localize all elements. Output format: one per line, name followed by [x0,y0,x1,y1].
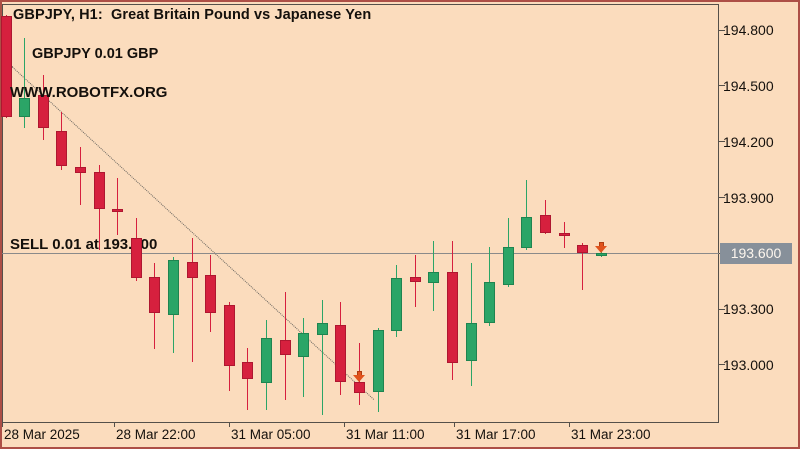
bullish-candle-body [167,259,179,316]
bearish-candle-body [223,305,235,366]
chart-title: GBPJPY, H1: Great Britain Pound vs Japan… [13,7,372,23]
bullish-candle-body [260,337,272,383]
bullish-candle-body [428,271,440,284]
bearish-candle-body [335,324,347,382]
price-tick [719,85,725,87]
time-tick-label: 28 Mar 2025 [4,427,80,442]
time-tick-label: 31 Mar 23:00 [571,427,651,442]
sell-arrow-stem [598,241,604,246]
watermark-text: WWW.ROBOTFX.ORG [10,84,168,101]
candle-wick [79,146,81,205]
symbol-lot-info: GBPJPY 0.01 GBP [32,46,159,62]
sell-arrow-icon [594,241,608,253]
time-tick [569,423,570,427]
bullish-candle-body [465,322,477,361]
bearish-candle-body [0,15,12,117]
bearish-candle-body [112,209,124,212]
bearish-candle-body [353,382,365,393]
bullish-candle-body [595,253,607,256]
price-tick-label: 194.200 [723,133,774,150]
bullish-candle-body [484,281,496,323]
bearish-candle-body [279,339,291,356]
sell-arrow-head [352,375,365,383]
bullish-candle-body [298,332,310,357]
price-tick-label: 194.500 [723,77,774,94]
bearish-candle-body [446,271,458,364]
price-tick-label: 194.800 [723,22,774,39]
bullish-candle-body [521,217,533,249]
bearish-candle-body [130,238,142,279]
price-tick [719,141,725,143]
candle-wick [582,243,584,290]
bearish-candle-body [577,244,589,253]
candle-wick [303,318,305,398]
time-tick [2,423,3,427]
sell-arrow-head [594,245,607,253]
current-price-badge: 193.600 [720,243,792,264]
bearish-candle-body [242,361,254,380]
time-tick-label: 28 Mar 22:00 [116,427,196,442]
time-tick [344,423,345,427]
time-tick-label: 31 Mar 05:00 [231,427,311,442]
sell-arrow-stem [356,371,362,376]
time-tick [454,423,455,427]
price-tick [719,197,725,198]
bearish-candle-body [56,130,68,167]
price-tick-label: 193.000 [723,356,774,373]
price-tick-label: 193.300 [723,301,774,318]
time-tick [229,423,230,427]
candle-wick [117,177,119,236]
price-tick [719,364,725,366]
bearish-candle-body [74,166,86,173]
time-tick [114,423,115,427]
time-tick-label: 31 Mar 11:00 [346,427,425,442]
bullish-candle-body [19,97,31,117]
bearish-candle-body [149,276,161,313]
bearish-candle-body [558,233,570,236]
time-tick-label: 31 Mar 17:00 [456,427,536,442]
bearish-candle-body [186,262,198,279]
candle-wick [191,238,193,362]
bearish-candle-body [409,276,421,282]
bearish-candle-body [93,172,105,210]
bullish-candle-body [316,322,328,335]
price-tick-label: 193.900 [723,189,774,206]
bearish-candle-body [37,95,49,128]
price-tick [719,29,725,31]
current-price-line [2,253,719,255]
candle-wick [24,37,26,128]
price-tick [719,308,725,310]
bullish-candle-body [502,246,514,285]
bearish-candle-body [205,275,217,313]
sell-arrow-icon [352,371,366,383]
plot-frame [2,4,719,423]
candle-wick [321,299,323,415]
bullish-candle-body [372,329,384,393]
bearish-candle-body [539,214,551,233]
candle-wick [526,180,528,250]
open-trade-label: SELL 0.01 at 193.600 [10,236,158,253]
bullish-candle-body [391,278,403,332]
